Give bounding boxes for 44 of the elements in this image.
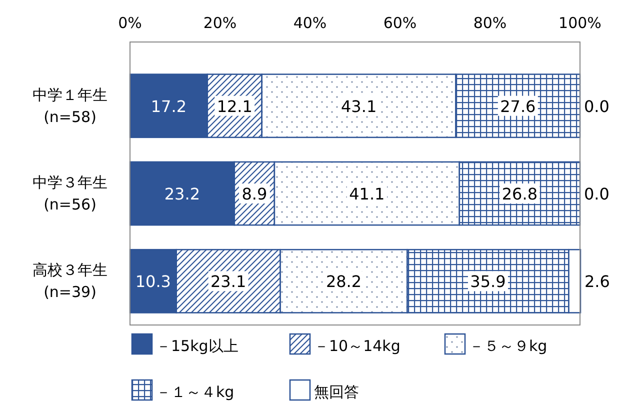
legend-label: －10～14kg — [314, 337, 400, 355]
y-tick-label: 高校３年生 (n=39) — [32, 261, 108, 302]
x-tick-label: 100% — [558, 14, 602, 32]
legend-item: －10～14kg — [289, 333, 400, 355]
y-tick-label: 中学３年生 (n=56) — [32, 174, 108, 214]
bar — [568, 248, 582, 314]
bar — [406, 248, 570, 314]
bar — [458, 161, 581, 226]
data-label: 0.0 — [584, 184, 610, 204]
data-label: 17.2 — [150, 96, 187, 116]
data-label: 12.1 — [216, 96, 252, 116]
data-label: 35.9 — [470, 272, 506, 292]
data-label: 10.3 — [135, 272, 171, 292]
x-tick-label: 60% — [383, 14, 417, 32]
data-label: 41.1 — [349, 184, 385, 204]
data-label: 23.1 — [210, 272, 246, 292]
data-label: 28.2 — [326, 272, 362, 292]
bar — [280, 248, 408, 314]
legend-item: －15kg以上 — [131, 333, 238, 355]
data-label: 26.8 — [502, 184, 538, 204]
y-tick-label: 中学１年生 (n=58) — [32, 86, 108, 126]
legend-label: －１～４kg — [156, 383, 234, 401]
data-label: 8.9 — [242, 184, 268, 204]
bar — [129, 248, 177, 314]
x-tick-label: 40% — [293, 14, 327, 32]
data-label: 0.0 — [584, 96, 610, 116]
x-tick-label: 0% — [118, 14, 142, 32]
legend-label: 無回答 — [314, 383, 359, 401]
legend-label: －５～９kg — [469, 337, 548, 355]
x-tick-label: 80% — [473, 14, 507, 32]
legend-item: －５～９kg — [444, 333, 548, 355]
bar — [129, 161, 236, 226]
bar — [274, 161, 460, 226]
data-label: 43.1 — [341, 96, 377, 116]
legend-item: 無回答 — [289, 379, 359, 401]
x-tick-label: 20% — [203, 14, 237, 32]
bar — [455, 74, 581, 138]
bar — [261, 74, 456, 138]
data-label: 23.2 — [164, 184, 200, 204]
data-label: 27.6 — [500, 96, 536, 116]
bar — [129, 74, 208, 138]
legend-item: －１～４kg — [131, 379, 234, 401]
legend-label: －15kg以上 — [156, 337, 238, 355]
data-label: 2.6 — [584, 272, 610, 292]
